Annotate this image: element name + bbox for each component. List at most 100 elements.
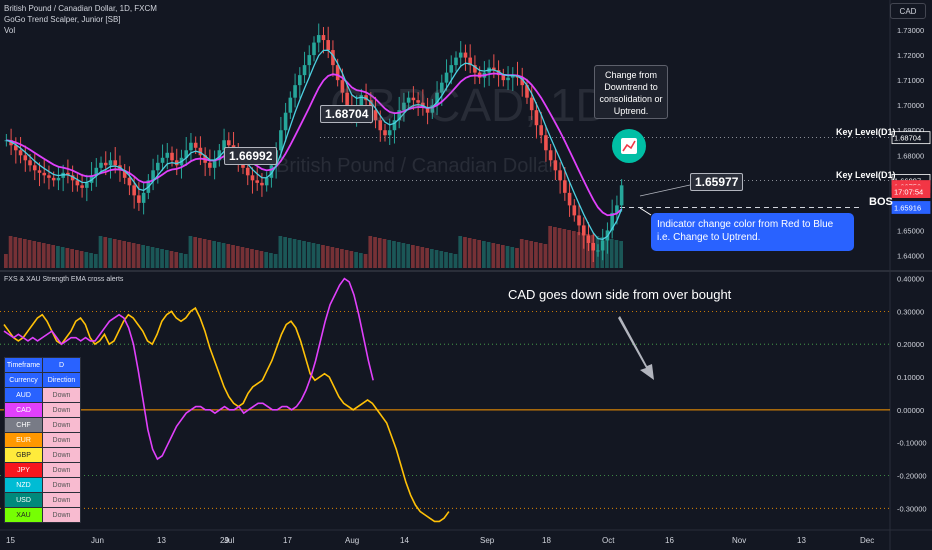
osc-tick-label: -0.10000 bbox=[897, 439, 927, 448]
candle-body bbox=[250, 175, 255, 181]
price-badge bbox=[891, 131, 931, 145]
candle-body bbox=[548, 150, 553, 161]
candle-body bbox=[345, 92, 349, 108]
candle-body bbox=[473, 65, 477, 73]
time-tick-label: Aug bbox=[345, 536, 359, 545]
candle-body bbox=[269, 165, 274, 178]
volume-bar bbox=[198, 238, 202, 268]
candle-body bbox=[525, 85, 529, 98]
volume-bar bbox=[340, 249, 344, 268]
candle-body bbox=[255, 180, 260, 183]
direction-cell: Down bbox=[42, 417, 81, 433]
volume-bar bbox=[302, 241, 306, 268]
volume-bar bbox=[254, 250, 259, 268]
volume-bar bbox=[41, 243, 46, 268]
volume-bar bbox=[316, 244, 321, 268]
volume-bar bbox=[358, 253, 363, 268]
price-label-3: 1.65977 bbox=[690, 173, 744, 191]
volume-bar bbox=[60, 247, 65, 268]
candle-body bbox=[217, 150, 222, 161]
currency-button[interactable]: CAD bbox=[890, 3, 926, 19]
time-tick-label: 16 bbox=[665, 536, 674, 545]
candle-body bbox=[189, 142, 193, 151]
candle-body bbox=[534, 110, 539, 126]
indicator-title: GoGo Trend Scalper, Junior [SB] bbox=[4, 15, 121, 24]
volume-bar bbox=[392, 241, 396, 268]
key-level-label-2: Key Level(D1) bbox=[836, 170, 896, 180]
candle-body bbox=[127, 177, 132, 186]
volume-bar bbox=[84, 252, 89, 268]
table-row: NZD Down bbox=[4, 477, 81, 493]
volume-bar bbox=[18, 238, 22, 268]
volume-bar bbox=[122, 241, 127, 268]
candle-body bbox=[529, 97, 534, 111]
volume-bar bbox=[169, 251, 174, 268]
volume-bar bbox=[524, 240, 529, 268]
ema-slow-line bbox=[6, 72, 623, 217]
candle-body bbox=[99, 162, 103, 168]
currency-cell: CAD bbox=[4, 402, 43, 418]
candle-body bbox=[615, 205, 619, 213]
volume-bar bbox=[415, 246, 420, 268]
volume-bar bbox=[188, 236, 193, 268]
candle-body bbox=[14, 145, 18, 151]
price-tick-label: 1.68000 bbox=[897, 151, 924, 160]
volume-bar bbox=[510, 247, 515, 268]
volume-bar bbox=[335, 248, 340, 268]
volume-bar bbox=[212, 241, 216, 268]
direction-cell: Down bbox=[42, 477, 81, 493]
direction-cell: Down bbox=[42, 462, 81, 478]
volume-bar bbox=[278, 236, 283, 268]
candle-body bbox=[174, 160, 179, 166]
osc-tick-label: 0.10000 bbox=[897, 373, 924, 382]
volume-bar bbox=[467, 238, 472, 268]
volume-bar bbox=[444, 252, 448, 268]
candle-body bbox=[103, 162, 108, 166]
down-arrow-icon bbox=[618, 316, 654, 380]
currency-cell: GBP bbox=[4, 447, 43, 463]
volume-bar bbox=[453, 254, 458, 268]
candle-body bbox=[132, 185, 136, 196]
osc-series-cad bbox=[3, 277, 374, 461]
volume-bar bbox=[477, 240, 482, 268]
table-row: JPY Down bbox=[4, 462, 81, 478]
volume-bar bbox=[609, 239, 614, 268]
candle-body bbox=[288, 97, 293, 113]
candle-body bbox=[619, 185, 624, 206]
price-tick-label: 1.65000 bbox=[897, 226, 924, 235]
time-tick-label: Oct bbox=[602, 536, 615, 545]
volume-bar bbox=[65, 248, 70, 268]
watermark-name: British Pound / Canadian Dollar bbox=[276, 155, 556, 177]
candle-body bbox=[544, 135, 548, 151]
volume-bar bbox=[183, 254, 188, 268]
strength-table: Timeframe D Currency Direction AUD Down CA… bbox=[4, 357, 81, 523]
candle-body bbox=[28, 160, 32, 166]
pointer-line bbox=[639, 184, 691, 197]
volume-bar bbox=[259, 251, 264, 268]
candle-body bbox=[56, 177, 61, 181]
volume-bar bbox=[221, 243, 226, 268]
currency-cell: USD bbox=[4, 492, 43, 508]
candle-body bbox=[279, 130, 283, 151]
candle-body bbox=[463, 52, 468, 58]
time-tick-label: 29 bbox=[220, 536, 229, 545]
candle-body bbox=[359, 95, 364, 106]
volume-bar bbox=[287, 238, 292, 268]
table-row: XAU Down bbox=[4, 507, 81, 523]
volume-bar bbox=[226, 244, 231, 268]
price-badge-text: 1.65916 bbox=[894, 203, 921, 212]
volume-bar bbox=[500, 245, 505, 268]
candle-body bbox=[539, 125, 543, 136]
volume-bar bbox=[283, 237, 287, 268]
volume-bar bbox=[491, 243, 496, 268]
volume-bar bbox=[74, 250, 79, 268]
candle-body bbox=[444, 72, 449, 83]
volume-bar bbox=[401, 243, 406, 268]
candle-body bbox=[402, 102, 406, 111]
volume-bar bbox=[373, 237, 377, 268]
info-line: Indicator change color from Red to Blue bbox=[657, 219, 834, 230]
table-row: CHF Down bbox=[4, 417, 81, 433]
volume-bar bbox=[108, 238, 112, 268]
volume-bar bbox=[240, 247, 245, 268]
price-tick-label: 1.72000 bbox=[897, 51, 924, 60]
